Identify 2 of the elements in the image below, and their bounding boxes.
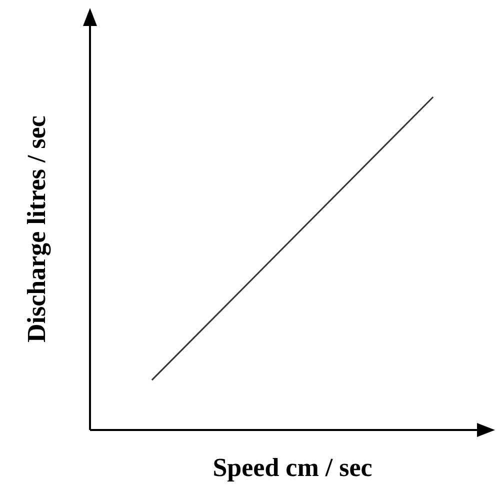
y-axis-title: Discharge litres / sec [22, 116, 51, 342]
x-axis-title: Speed cm / sec [212, 453, 372, 482]
